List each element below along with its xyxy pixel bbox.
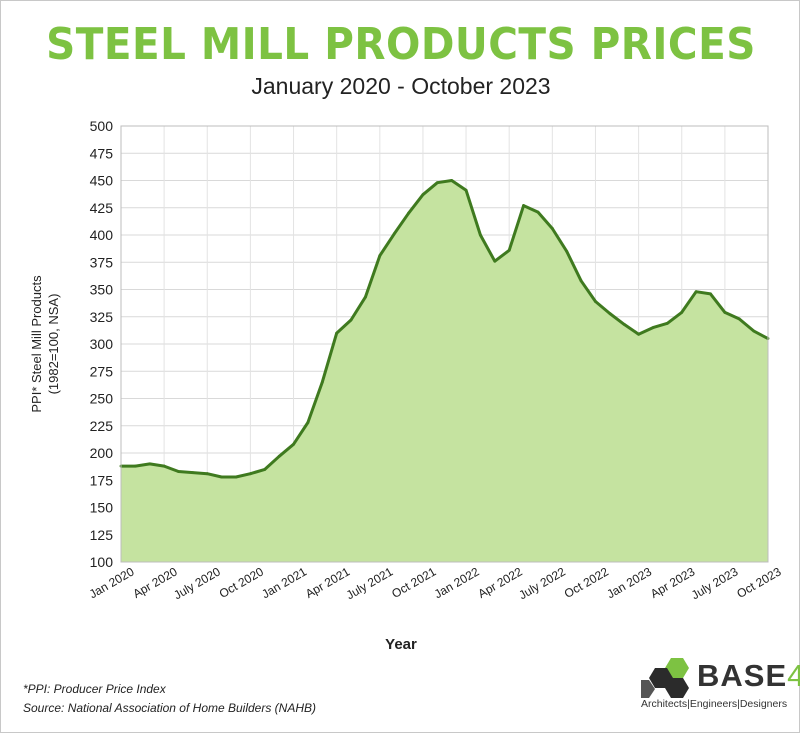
x-tick-label: Apr 2020: [130, 564, 179, 601]
data-point: [565, 249, 569, 253]
plot-frame: [120, 125, 769, 563]
chart-title: STEEL MILL PRODUCTS PRICES: [46, 19, 756, 70]
data-point: [421, 193, 425, 197]
x-tick-label: Jan 2023: [604, 564, 654, 601]
y-tick-label: 275: [90, 363, 114, 379]
y-tick-label: 350: [90, 282, 114, 298]
y-tick-label: 475: [90, 145, 114, 161]
y-tick-labels: 100 125 150 175 200 225 250 275 300 325 350 375 400 4…: [90, 118, 114, 570]
data-point: [665, 321, 669, 325]
data-point: [522, 204, 525, 207]
data-point: [694, 290, 698, 294]
base4-logo: BASE4 Architects|Engineers|Designers: [641, 656, 800, 716]
data-point: [594, 300, 597, 303]
data-point: [364, 295, 367, 299]
data-point: [709, 292, 712, 296]
x-tick-label: Jan 2021: [259, 564, 309, 601]
chart-subtitle: January 2020 - October 2023: [251, 73, 551, 99]
x-tick-label: Oct 2023: [734, 564, 783, 601]
data-point: [737, 317, 741, 321]
data-point: [637, 332, 640, 336]
x-tick-label: July 2020: [171, 564, 223, 602]
y-tick-label: 225: [90, 418, 114, 434]
data-point: [133, 464, 137, 468]
y-axis-label-units: (1982=100, NSA): [46, 294, 61, 395]
series-line: [121, 179, 769, 479]
y-tick-label: 175: [90, 472, 114, 488]
data-point: [306, 421, 310, 424]
data-point: [550, 227, 554, 230]
area-layer: [119, 179, 770, 562]
data-point: [752, 329, 756, 333]
x-tick-label: Apr 2023: [648, 564, 697, 601]
data-point: [608, 312, 612, 315]
y-tick-label: 125: [90, 527, 114, 543]
footnote-source: Source: National Association of Home Bui…: [23, 701, 317, 715]
logo-tagline: Architects|Engineers|Designers: [641, 698, 788, 710]
y-tick-label: 325: [90, 309, 114, 325]
data-point: [378, 254, 382, 258]
data-point: [622, 322, 626, 326]
data-point: [177, 470, 180, 473]
data-point: [392, 232, 396, 236]
x-tick-label: Apr 2021: [303, 564, 352, 601]
data-point: [579, 279, 583, 283]
x-tick-label: Oct 2020: [217, 564, 266, 601]
y-tick-label: 200: [90, 445, 114, 461]
data-point: [507, 248, 511, 252]
data-point: [335, 331, 339, 335]
data-point: [723, 310, 727, 314]
y-tick-label: 300: [90, 336, 114, 352]
data-point: [407, 211, 410, 215]
y-axis-label: PPI* Steel Mill Products: [29, 275, 44, 413]
logo-wordmark: BASE4: [697, 658, 800, 694]
y-tick-label: 500: [90, 118, 114, 134]
x-tick-label: Apr 2022: [476, 564, 525, 601]
data-point: [249, 472, 252, 476]
data-point: [479, 233, 482, 237]
data-point: [234, 475, 238, 479]
data-point: [320, 380, 324, 384]
data-point: [651, 326, 655, 330]
data-point: [680, 310, 684, 314]
data-point: [162, 464, 166, 468]
data-point: [450, 179, 454, 182]
y-tick-label: 375: [90, 254, 114, 270]
x-tick-label: July 2022: [516, 564, 568, 602]
y-tick-label: 250: [90, 391, 114, 407]
logo-number: 4: [787, 658, 800, 693]
y-tick-label: 450: [90, 173, 114, 189]
data-point: [191, 471, 195, 475]
data-point: [536, 210, 540, 214]
footnote-ppi: *PPI: Producer Price Index: [23, 682, 166, 696]
data-point: [277, 454, 281, 458]
x-tick-label: Oct 2021: [389, 564, 438, 601]
y-tick-label: 150: [90, 500, 114, 516]
x-tick-label: July 2021: [344, 564, 396, 602]
x-axis-label: Year: [385, 636, 417, 653]
data-point: [464, 188, 468, 192]
y-tick-label: 425: [90, 200, 114, 216]
data-point: [292, 442, 295, 446]
data-point: [148, 462, 152, 466]
y-tick-label: 400: [90, 227, 114, 243]
data-point: [220, 475, 224, 479]
y-tick-label: 100: [90, 554, 114, 570]
logo-name: BASE: [697, 658, 788, 693]
data-point: [349, 318, 353, 322]
area-fill: [121, 180, 768, 562]
x-tick-label: Oct 2022: [562, 564, 611, 601]
data-point: [205, 472, 209, 476]
data-point: [263, 467, 267, 471]
cubes-logo-icon: [641, 658, 689, 698]
x-tick-label: Jan 2022: [432, 564, 482, 601]
x-tick-label: July 2023: [689, 564, 741, 602]
data-point: [435, 181, 439, 185]
data-point: [493, 259, 497, 263]
